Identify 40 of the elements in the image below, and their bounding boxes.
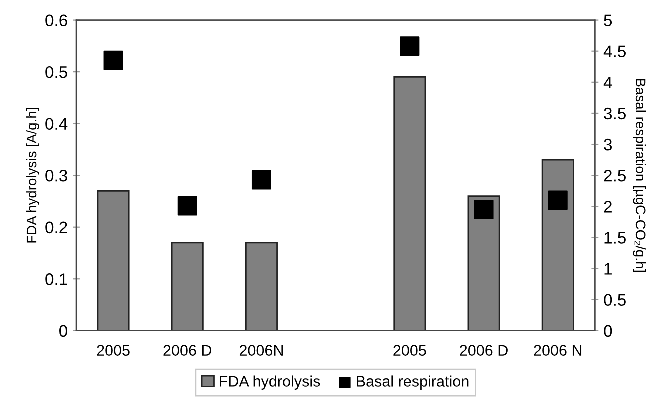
bar bbox=[97, 190, 130, 331]
y-tick-label: 0.2 bbox=[46, 222, 68, 234]
y2-tick-label: 2.5 bbox=[604, 170, 626, 182]
y2-tick-label: 3 bbox=[604, 138, 612, 151]
y2-tick-label: 1 bbox=[604, 263, 612, 275]
y2-axis-title: Basal respiration [µgC-CO₂/g.h] bbox=[633, 79, 646, 272]
x-tick-label: 2006 N bbox=[534, 345, 582, 356]
y-tick-label: 0.4 bbox=[46, 118, 68, 130]
y2-tick-label: 4 bbox=[604, 76, 612, 88]
y2-tick-label: 3.5 bbox=[604, 108, 626, 120]
bar bbox=[245, 242, 278, 331]
x-tick-label: 2005 bbox=[97, 345, 130, 356]
y-axis-title: FDA hydrolysis [A/g.h] bbox=[26, 108, 40, 243]
y2-tick-label: 0 bbox=[604, 325, 612, 338]
point bbox=[104, 50, 124, 70]
x-tick-label: 2006N bbox=[240, 345, 283, 356]
y-tick-label: 0 bbox=[60, 325, 68, 338]
y-tick-label: 0.3 bbox=[46, 170, 68, 182]
x-tick-label: 2006 D bbox=[460, 345, 508, 356]
point bbox=[252, 170, 272, 190]
x-tick-label: 2006 D bbox=[164, 345, 212, 356]
point bbox=[400, 36, 420, 56]
bar bbox=[542, 159, 574, 331]
y-tick-label: 0.5 bbox=[46, 66, 68, 78]
point bbox=[178, 196, 198, 216]
legend-label: FDA hydrolysis bbox=[220, 376, 320, 390]
y2-tick-label: 4.5 bbox=[604, 46, 626, 58]
y2-tick-label: 2 bbox=[604, 201, 612, 213]
y2-tick-label: 1.5 bbox=[604, 232, 626, 244]
bar bbox=[394, 76, 426, 331]
point bbox=[548, 190, 568, 210]
x-tick-label: 2005 bbox=[394, 345, 426, 356]
bar bbox=[171, 242, 204, 331]
y-tick-label: 0.6 bbox=[46, 14, 68, 27]
y-tick-label: 0.1 bbox=[46, 274, 68, 286]
bar bbox=[468, 196, 500, 331]
y2-tick-label: 0.5 bbox=[604, 294, 626, 306]
point bbox=[474, 200, 494, 220]
y2-tick-label: 5 bbox=[604, 14, 612, 27]
legend-label: Basal respiration bbox=[357, 376, 469, 390]
